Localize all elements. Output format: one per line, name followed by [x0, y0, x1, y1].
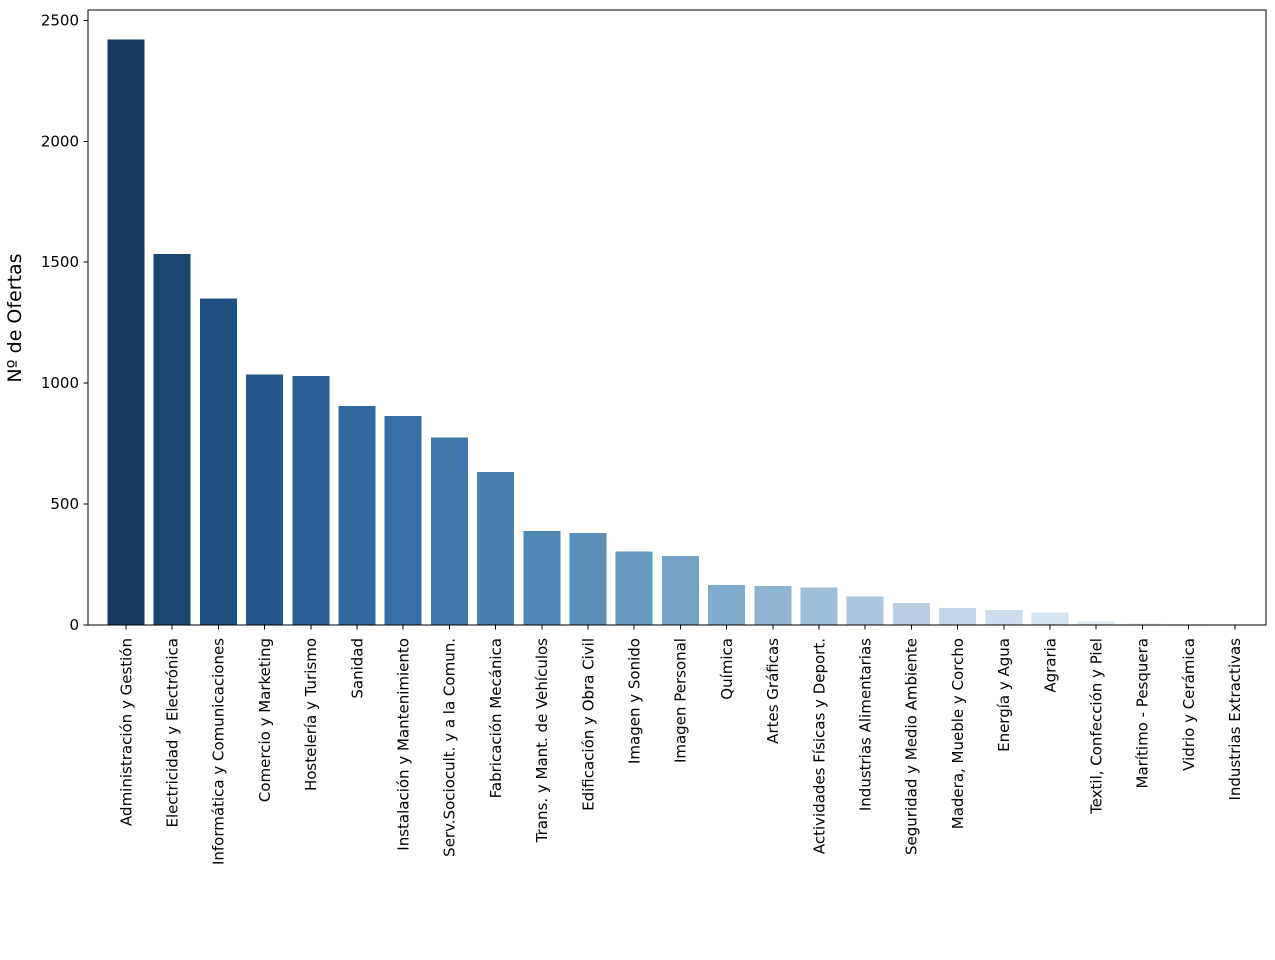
bar — [199, 298, 237, 625]
bar — [477, 472, 515, 625]
bar — [569, 532, 607, 625]
bar — [523, 531, 561, 625]
bar — [661, 556, 699, 625]
x-tick-label: Fabricación Mecánica — [487, 638, 505, 798]
bars-group — [107, 39, 1254, 626]
y-axis-title: Nº de Ofertas — [4, 253, 26, 382]
bar — [292, 375, 330, 625]
x-tick-label: Serv.Sociocult. y a la Comun. — [441, 638, 459, 857]
bar — [430, 437, 468, 625]
bar — [1031, 612, 1069, 625]
x-tick-label: Agraria — [1041, 638, 1059, 693]
bar — [708, 585, 746, 625]
bar — [1123, 623, 1161, 625]
bar — [985, 610, 1023, 625]
x-tick-label: Instalación y Mantenimiento — [394, 638, 412, 851]
x-tick-label: Textil, Confección y Piel — [1087, 638, 1105, 815]
x-tick-label: Trans. y Mant. de Vehículos — [533, 638, 551, 843]
bar — [338, 406, 376, 625]
y-axis-ticks: 0 500 1000 1500 2000 2500 — [41, 11, 88, 634]
bar — [846, 596, 884, 625]
x-tick-label: Energía y Agua — [995, 638, 1013, 752]
x-tick-label: Imagen Personal — [672, 638, 690, 763]
x-tick-label: Industrias Alimentarias — [856, 638, 874, 811]
x-tick-label: Seguridad y Medio Ambiente — [903, 638, 921, 855]
bar — [107, 39, 145, 625]
bar — [153, 253, 191, 626]
x-tick-label: Industrias Extractivas — [1226, 638, 1244, 801]
x-tick-label: Imagen y Sonido — [625, 638, 643, 764]
plot-frame — [87, 9, 1267, 626]
x-tick-label: Marítimo - Pesquera — [1134, 638, 1152, 788]
bar — [384, 415, 422, 625]
y-tick-label: 500 — [50, 495, 79, 513]
y-tick-label: 1500 — [41, 253, 79, 271]
y-tick-label: 2000 — [41, 132, 79, 150]
bar — [246, 374, 284, 625]
x-tick-label: Sanidad — [348, 638, 366, 699]
bar — [800, 587, 838, 625]
x-axis-ticks: Administración y Gestión Electricidad y E… — [117, 625, 1244, 865]
bar — [939, 607, 977, 625]
x-tick-label: Comercio y Marketing — [256, 638, 274, 802]
x-tick-label: Vidrio y Cerámica — [1180, 638, 1198, 771]
y-tick-label: 1000 — [41, 374, 79, 392]
x-tick-label: Edificación y Obra Civil — [579, 638, 597, 811]
bar — [1170, 623, 1208, 625]
x-tick-label: Administración y Gestión — [117, 638, 135, 826]
x-tick-label: Hostelería y Turismo — [302, 638, 320, 791]
x-tick-label: Química — [718, 638, 736, 700]
x-tick-label: Electricidad y Electrónica — [163, 638, 181, 828]
y-tick-label: 0 — [69, 616, 79, 634]
x-tick-label: Actividades Físicas y Deport. — [810, 638, 828, 854]
bar — [1077, 621, 1115, 625]
bar — [892, 603, 930, 625]
x-tick-label: Madera, Mueble y Corcho — [949, 638, 967, 829]
x-tick-label: Informática y Comunicaciones — [210, 638, 228, 865]
bar — [754, 585, 792, 625]
x-tick-label: Artes Gráficas — [764, 638, 782, 744]
y-tick-label: 2500 — [41, 11, 79, 29]
bar — [615, 551, 653, 625]
